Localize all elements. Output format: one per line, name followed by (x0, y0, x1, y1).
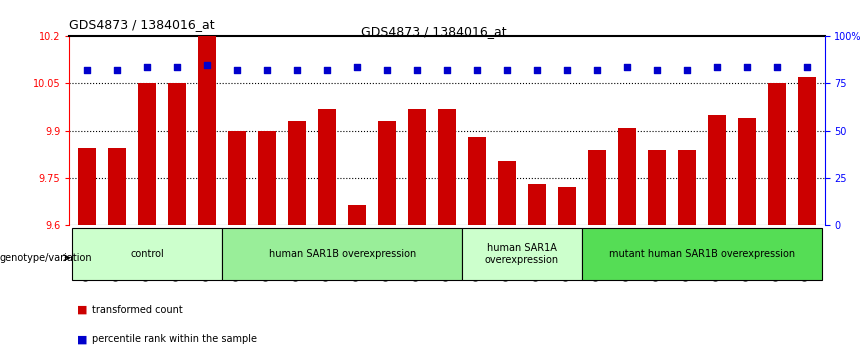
Bar (528, 184, 546, 225)
Bar (168, 83, 187, 225)
Bar (78, 148, 96, 225)
Point (320, 68, 334, 73)
Bar (228, 131, 247, 225)
Point (560, 68, 574, 73)
Bar (798, 77, 816, 225)
Bar (468, 137, 486, 225)
Bar (258, 131, 276, 225)
Point (170, 64, 184, 69)
Point (230, 68, 244, 73)
Text: percentile rank within the sample: percentile rank within the sample (92, 334, 257, 344)
Bar (738, 118, 756, 225)
Point (350, 64, 364, 69)
Point (380, 68, 394, 73)
Point (799, 64, 813, 69)
Text: human SAR1B overexpression: human SAR1B overexpression (268, 249, 416, 259)
Point (590, 68, 604, 73)
Text: genotype/variation: genotype/variation (0, 253, 93, 263)
FancyBboxPatch shape (72, 228, 222, 280)
Bar (198, 36, 216, 225)
Bar (319, 109, 336, 225)
Point (620, 64, 634, 69)
Text: GDS4873 / 1384016_at: GDS4873 / 1384016_at (361, 25, 507, 38)
FancyBboxPatch shape (582, 228, 822, 280)
Point (680, 68, 694, 73)
FancyBboxPatch shape (462, 228, 582, 280)
Point (500, 68, 514, 73)
Text: mutant human SAR1B overexpression: mutant human SAR1B overexpression (608, 249, 795, 259)
Bar (498, 160, 516, 225)
Bar (348, 205, 366, 225)
Point (141, 64, 155, 69)
Bar (678, 150, 696, 225)
Text: transformed count: transformed count (92, 305, 183, 315)
Point (410, 68, 424, 73)
Bar (588, 150, 606, 225)
Point (710, 64, 724, 69)
Point (440, 68, 454, 73)
Point (770, 64, 784, 69)
Point (201, 62, 214, 68)
Point (110, 68, 124, 73)
Bar (618, 127, 635, 225)
Point (530, 68, 544, 73)
Text: control: control (130, 249, 164, 259)
Bar (288, 121, 306, 225)
Bar (408, 109, 426, 225)
Point (81, 68, 95, 73)
Bar (138, 83, 156, 225)
Bar (707, 115, 726, 225)
Bar (438, 109, 456, 225)
Bar (108, 148, 127, 225)
Point (290, 68, 304, 73)
Bar (558, 187, 575, 225)
Point (260, 68, 274, 73)
Text: GDS4873 / 1384016_at: GDS4873 / 1384016_at (69, 18, 215, 31)
Point (470, 68, 484, 73)
Point (740, 64, 753, 69)
Bar (378, 121, 396, 225)
Text: human SAR1A
overexpression: human SAR1A overexpression (485, 243, 559, 265)
Text: ■: ■ (77, 334, 88, 344)
Point (650, 68, 664, 73)
Bar (767, 83, 786, 225)
FancyBboxPatch shape (222, 228, 462, 280)
Text: ■: ■ (77, 305, 88, 315)
Bar (648, 150, 666, 225)
